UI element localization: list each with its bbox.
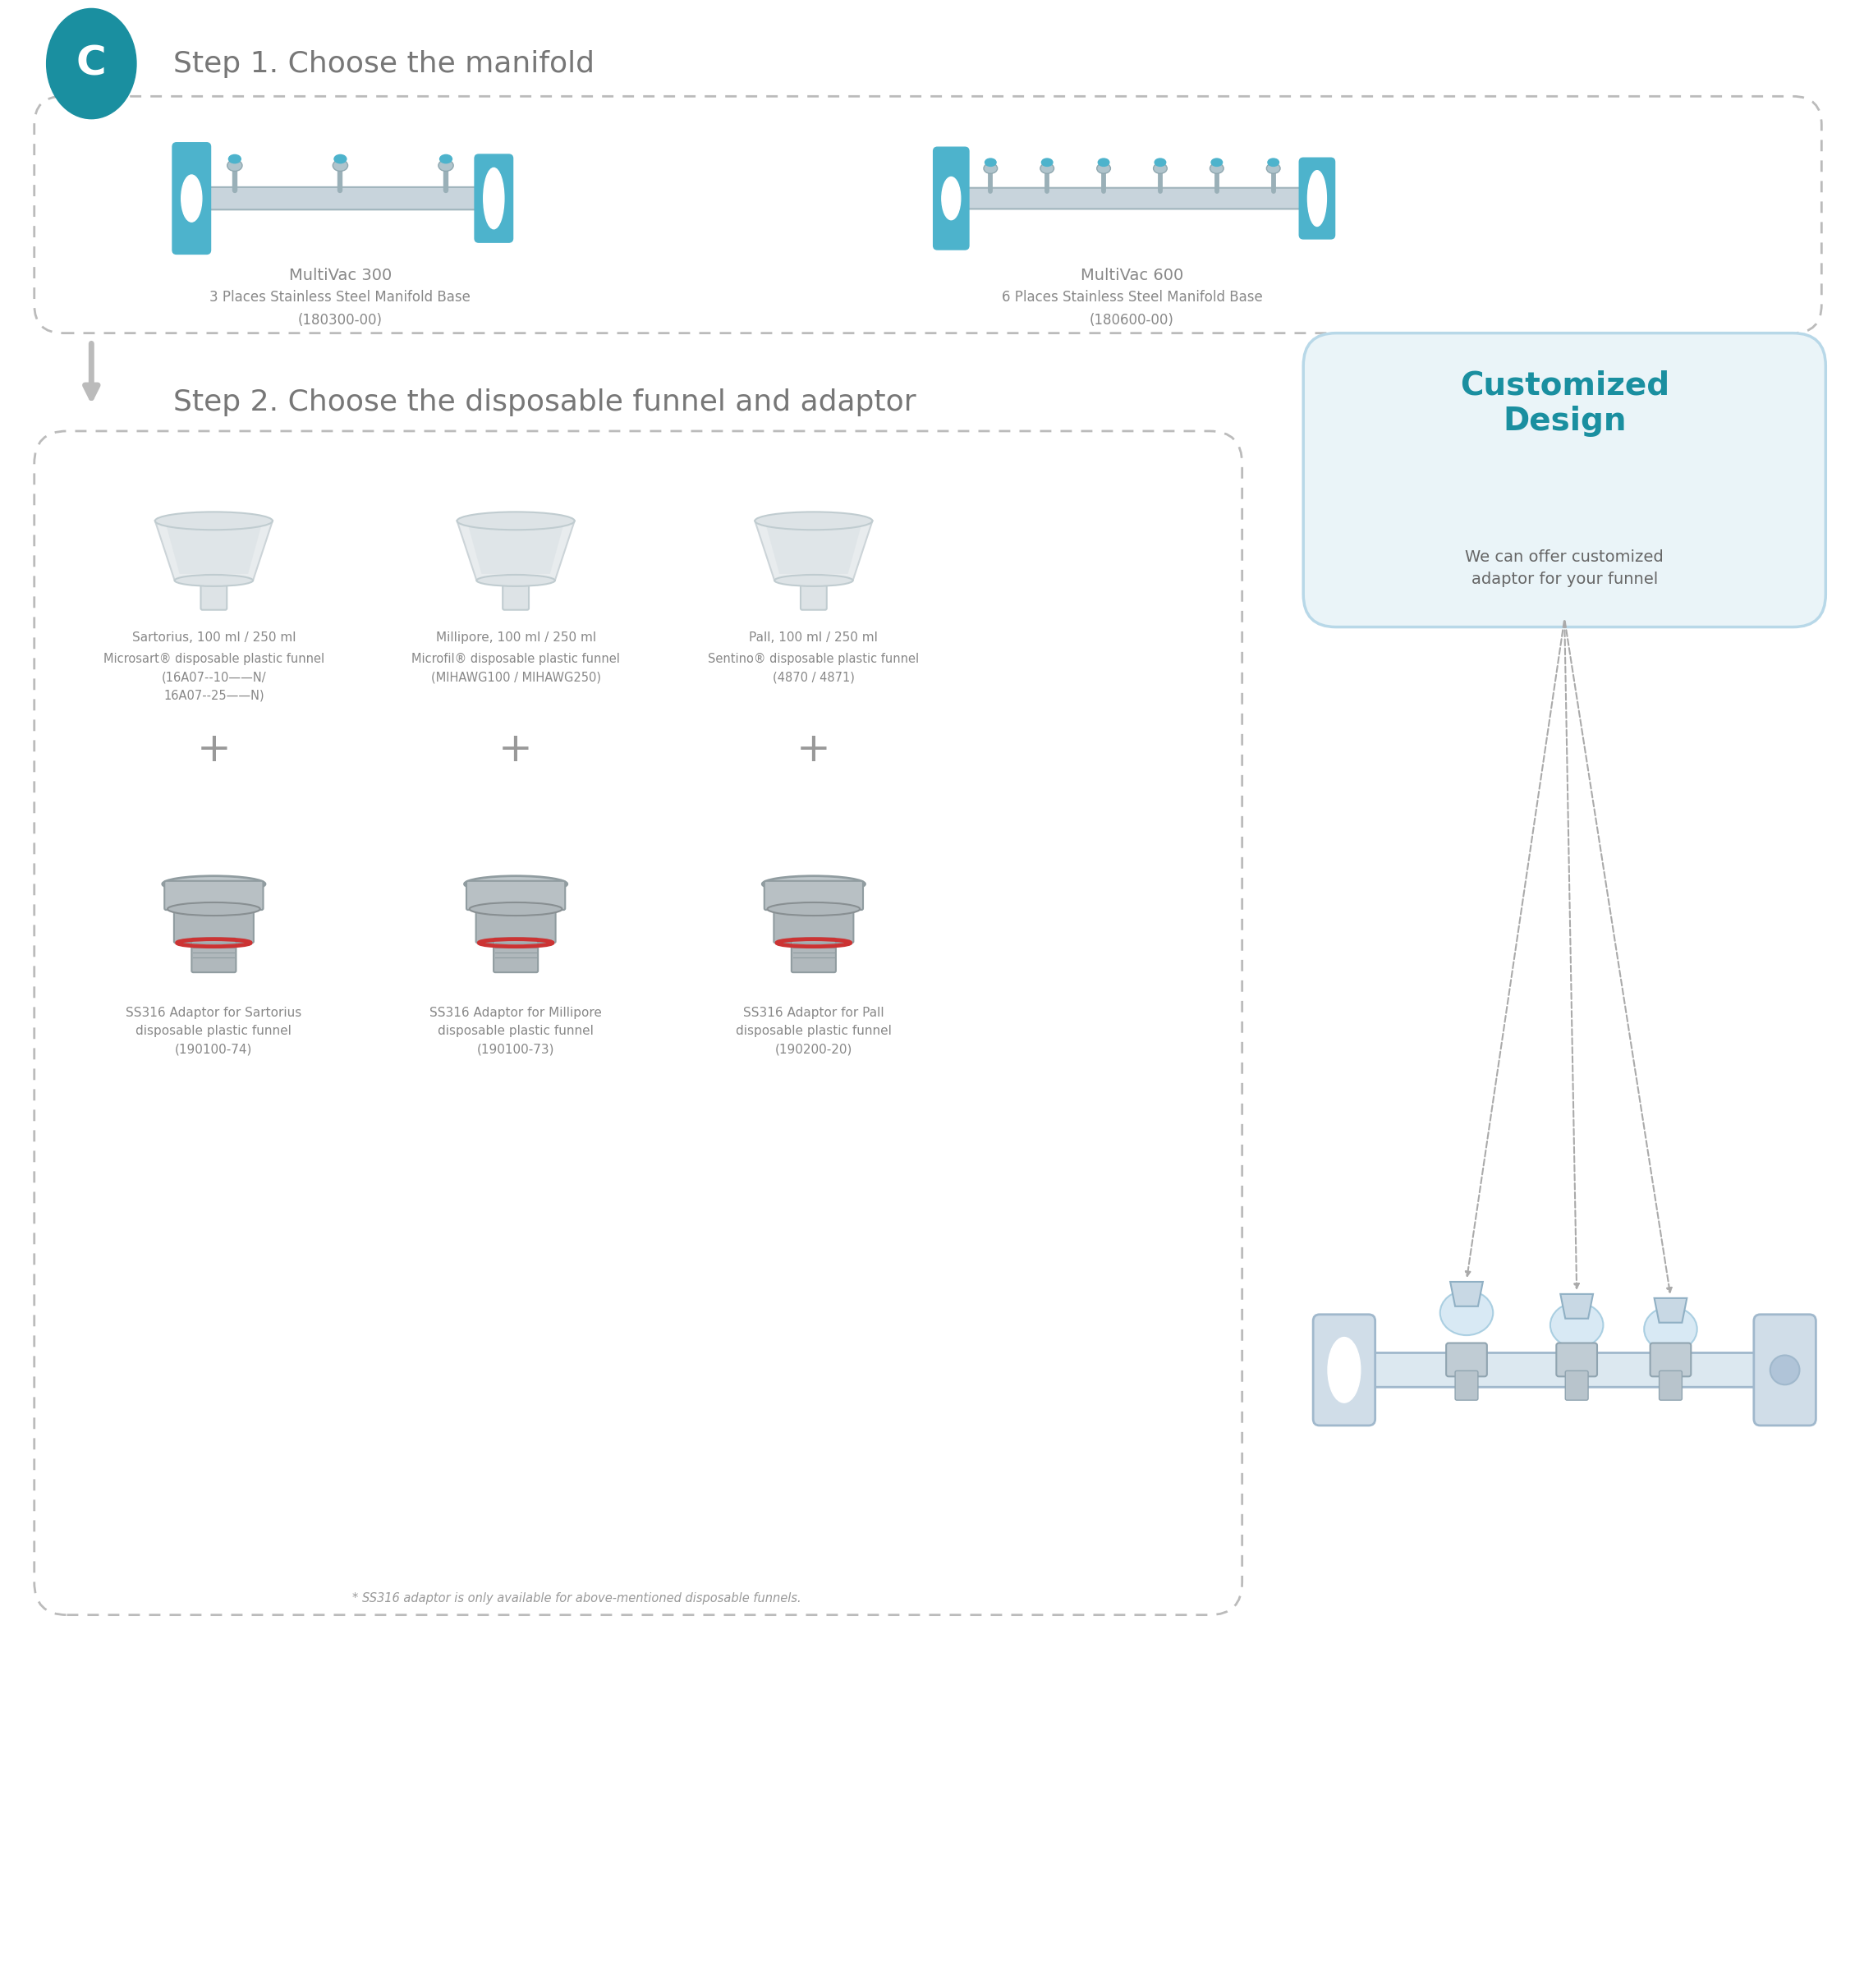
Ellipse shape xyxy=(470,903,563,916)
FancyBboxPatch shape xyxy=(1299,157,1335,239)
Ellipse shape xyxy=(984,159,995,167)
FancyBboxPatch shape xyxy=(466,881,565,911)
FancyBboxPatch shape xyxy=(802,577,828,610)
Ellipse shape xyxy=(457,511,574,531)
Text: Microfil® disposable plastic funnel
(MIHAWG100 / MIHAWG250): Microfil® disposable plastic funnel (MIH… xyxy=(412,654,621,684)
Text: Sentino® disposable plastic funnel
(4870 / 4871): Sentino® disposable plastic funnel (4870… xyxy=(708,654,919,684)
Text: Step 1. Choose the manifold: Step 1. Choose the manifold xyxy=(173,50,595,78)
Ellipse shape xyxy=(1096,163,1111,173)
Ellipse shape xyxy=(162,877,265,893)
Polygon shape xyxy=(755,521,872,580)
Ellipse shape xyxy=(483,167,503,229)
FancyBboxPatch shape xyxy=(201,577,227,610)
FancyBboxPatch shape xyxy=(1659,1372,1681,1400)
Ellipse shape xyxy=(1644,1306,1696,1352)
FancyBboxPatch shape xyxy=(1303,334,1825,626)
Text: SS316 Adaptor for Pall
disposable plastic funnel
(190200-20): SS316 Adaptor for Pall disposable plasti… xyxy=(736,1006,891,1056)
Polygon shape xyxy=(1450,1282,1484,1306)
FancyBboxPatch shape xyxy=(475,907,555,942)
Polygon shape xyxy=(457,521,574,580)
Ellipse shape xyxy=(941,177,960,221)
Text: 6 Places Stainless Steel Manifold Base
(180600-00): 6 Places Stainless Steel Manifold Base (… xyxy=(1001,290,1262,328)
Ellipse shape xyxy=(47,8,136,119)
Text: SS316 Adaptor for Sartorius
disposable plastic funnel
(190100-74): SS316 Adaptor for Sartorius disposable p… xyxy=(127,1006,302,1056)
Ellipse shape xyxy=(440,155,451,163)
Ellipse shape xyxy=(1098,159,1109,167)
Text: +: + xyxy=(500,730,533,769)
FancyBboxPatch shape xyxy=(1446,1344,1487,1376)
FancyBboxPatch shape xyxy=(503,577,529,610)
Ellipse shape xyxy=(168,903,261,916)
FancyBboxPatch shape xyxy=(1650,1344,1691,1376)
Text: Millipore, 100 ml / 250 ml: Millipore, 100 ml / 250 ml xyxy=(436,630,596,644)
FancyBboxPatch shape xyxy=(1355,1352,1773,1388)
Text: +: + xyxy=(796,730,831,769)
FancyBboxPatch shape xyxy=(1556,1344,1597,1376)
FancyBboxPatch shape xyxy=(164,881,263,911)
Ellipse shape xyxy=(1327,1338,1361,1404)
Text: Step 2. Choose the disposable funnel and adaptor: Step 2. Choose the disposable funnel and… xyxy=(173,388,915,415)
FancyBboxPatch shape xyxy=(1754,1314,1816,1425)
Text: C: C xyxy=(76,44,106,83)
Text: Microsart® disposable plastic funnel
(16A07--10——N/
16A07--25——N): Microsart® disposable plastic funnel (16… xyxy=(103,654,324,702)
Text: Pall, 100 ml / 250 ml: Pall, 100 ml / 250 ml xyxy=(749,630,878,644)
Ellipse shape xyxy=(1042,159,1053,167)
Ellipse shape xyxy=(334,155,347,163)
Text: MultiVac 600: MultiVac 600 xyxy=(1081,268,1184,284)
FancyBboxPatch shape xyxy=(774,907,854,942)
FancyBboxPatch shape xyxy=(192,938,237,972)
FancyBboxPatch shape xyxy=(475,155,513,243)
Ellipse shape xyxy=(1154,163,1167,173)
FancyBboxPatch shape xyxy=(173,143,211,254)
FancyBboxPatch shape xyxy=(494,938,539,972)
Ellipse shape xyxy=(477,575,555,586)
Ellipse shape xyxy=(1210,163,1223,173)
Ellipse shape xyxy=(1212,159,1223,167)
Ellipse shape xyxy=(984,163,997,173)
Ellipse shape xyxy=(1040,163,1053,173)
Ellipse shape xyxy=(1441,1290,1493,1336)
Text: * SS316 adaptor is only available for above-mentioned disposable funnels.: * SS316 adaptor is only available for ab… xyxy=(352,1592,802,1604)
Polygon shape xyxy=(468,527,563,575)
Ellipse shape xyxy=(1309,171,1327,227)
Ellipse shape xyxy=(438,159,453,171)
Text: SS316 Adaptor for Millipore
disposable plastic funnel
(190100-73): SS316 Adaptor for Millipore disposable p… xyxy=(429,1006,602,1056)
Polygon shape xyxy=(166,527,261,575)
Ellipse shape xyxy=(227,159,242,171)
Ellipse shape xyxy=(1268,159,1279,167)
Polygon shape xyxy=(1560,1294,1594,1318)
Text: +: + xyxy=(198,730,231,769)
Circle shape xyxy=(1771,1356,1799,1386)
Text: Sartorius, 100 ml / 250 ml: Sartorius, 100 ml / 250 ml xyxy=(132,630,296,644)
Polygon shape xyxy=(155,521,272,580)
Text: We can offer customized
adaptor for your funnel: We can offer customized adaptor for your… xyxy=(1465,549,1665,586)
Polygon shape xyxy=(766,527,861,575)
Text: Customized
Design: Customized Design xyxy=(1460,370,1670,437)
Ellipse shape xyxy=(1154,159,1165,167)
Ellipse shape xyxy=(155,511,272,531)
Ellipse shape xyxy=(762,877,865,893)
Ellipse shape xyxy=(1266,163,1281,173)
FancyBboxPatch shape xyxy=(962,187,1303,209)
Ellipse shape xyxy=(1551,1302,1603,1348)
FancyBboxPatch shape xyxy=(173,907,254,942)
FancyBboxPatch shape xyxy=(934,147,969,250)
Ellipse shape xyxy=(181,175,201,223)
Ellipse shape xyxy=(229,155,240,163)
Ellipse shape xyxy=(768,903,859,916)
Ellipse shape xyxy=(774,575,854,586)
FancyBboxPatch shape xyxy=(203,187,477,209)
Ellipse shape xyxy=(334,159,349,171)
FancyBboxPatch shape xyxy=(1456,1372,1478,1400)
FancyBboxPatch shape xyxy=(1312,1314,1376,1425)
Ellipse shape xyxy=(755,511,872,531)
FancyBboxPatch shape xyxy=(764,881,863,911)
FancyBboxPatch shape xyxy=(1566,1372,1588,1400)
Ellipse shape xyxy=(175,575,254,586)
Text: 3 Places Stainless Steel Manifold Base
(180300-00): 3 Places Stainless Steel Manifold Base (… xyxy=(211,290,472,328)
FancyBboxPatch shape xyxy=(792,938,835,972)
Text: MultiVac 300: MultiVac 300 xyxy=(289,268,391,284)
Ellipse shape xyxy=(464,877,567,893)
Polygon shape xyxy=(1653,1298,1687,1322)
